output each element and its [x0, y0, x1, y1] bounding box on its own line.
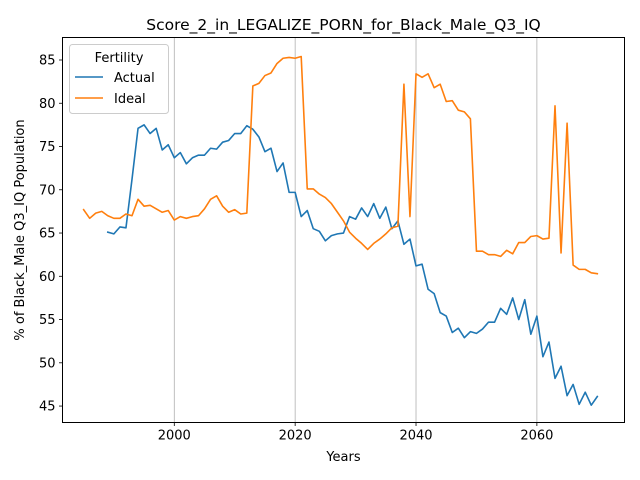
x-axis-label: Years	[325, 450, 361, 465]
y-tick-label: 80	[39, 97, 56, 112]
legend-box	[69, 44, 169, 114]
legend-title: Fertility	[95, 51, 144, 66]
x-tick-label: 2060	[520, 429, 553, 444]
x-gridlines	[173, 37, 538, 423]
y-tick-label: 70	[39, 183, 56, 198]
series-layer	[82, 55, 599, 407]
y-axis-label: % of Black_Male Q3_IQ Population	[13, 119, 28, 340]
plot-frame	[62, 37, 625, 423]
y-tick-label: 75	[39, 140, 56, 155]
legend: Fertility Actual Ideal	[69, 44, 169, 114]
y-tick-label: 50	[39, 356, 56, 371]
legend-label-ideal: Ideal	[114, 92, 146, 107]
series-line-actual	[106, 124, 599, 407]
x-tick-label: 2000	[158, 429, 191, 444]
y-tick-label: 55	[39, 313, 56, 328]
x-tick-label: 2040	[399, 429, 432, 444]
legend-label-actual: Actual	[114, 71, 155, 86]
y-tick-label: 85	[39, 53, 56, 68]
y-tick-label: 65	[39, 227, 56, 242]
y-tick-label: 45	[39, 400, 56, 415]
series-line-ideal	[82, 55, 599, 275]
axis-ticks: 2000 2020 2040 2060 45 50 55 60 65 70 75 80 85	[39, 53, 553, 443]
y-tick-label: 60	[39, 270, 56, 285]
chart-title: Score_2_in_LEGALIZE_PORN_for_Black_Male_…	[146, 16, 541, 35]
x-tick-label: 2020	[279, 429, 312, 444]
